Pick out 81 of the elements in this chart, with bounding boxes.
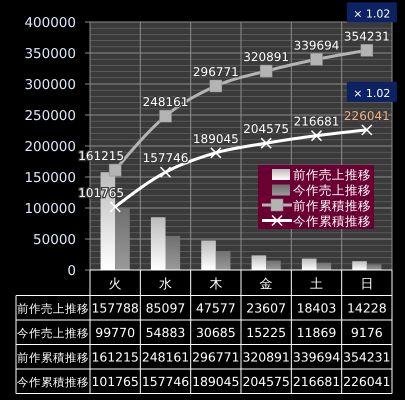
legend-label: 今作累積推移 (293, 214, 371, 228)
data-label: 157746 (142, 374, 190, 389)
y-tick-label: 150000 (24, 170, 76, 186)
bar (252, 255, 266, 270)
point (361, 124, 373, 136)
x-tick-label: 日 (360, 277, 374, 292)
data-label: 85097 (146, 300, 186, 316)
text: 今作累積推移 (17, 375, 89, 389)
x-tick-label: 木 (209, 277, 222, 292)
bar (115, 208, 130, 270)
bar (266, 260, 281, 270)
text: 216681 (294, 114, 340, 129)
text: 354231 (344, 29, 390, 44)
data-label: 9176 (350, 325, 383, 340)
data-label: 99770 (95, 325, 136, 340)
data-label: 30685 (196, 325, 236, 340)
data-label: 296771 (192, 350, 240, 364)
point (310, 130, 322, 142)
y-tick-label: 250000 (24, 108, 76, 124)
data-label: 320891 (242, 350, 290, 364)
legend-label: 前作売上推移 (293, 167, 371, 182)
data-label: 15225 (246, 325, 286, 340)
y-tick-label: 200000 (24, 139, 76, 155)
text: × 1.02 (353, 7, 390, 20)
point (210, 80, 222, 92)
x-tick-label: 水 (159, 277, 172, 292)
bar (216, 250, 230, 270)
point (210, 147, 222, 159)
text: 前作売上推移 (17, 302, 89, 316)
text: 339694 (294, 38, 340, 52)
text: 226041 (344, 108, 390, 123)
y-tick-label: 400000 (24, 15, 76, 31)
y-tick-label: 100000 (24, 201, 76, 217)
data-label: 226041 (343, 374, 390, 389)
text: 204575 (243, 122, 290, 136)
point (108, 164, 122, 176)
bar (302, 258, 316, 270)
legend-label: 前作累積推移 (293, 198, 371, 213)
point (310, 53, 323, 66)
legend-label: 今作売上推移 (293, 182, 371, 198)
text: 189045 (192, 132, 239, 146)
y-tick-label: 300000 (24, 77, 76, 93)
text: 前作累積推移 (17, 350, 89, 364)
y-tick-label: 0 (67, 263, 76, 279)
bar (316, 262, 332, 270)
x-tick-label: 金 (260, 277, 273, 292)
bar (166, 236, 180, 270)
data-label: 354231 (343, 350, 390, 364)
y-tick-label: 350000 (24, 46, 76, 62)
data-label: 157788 (92, 300, 139, 316)
data-label: 54883 (146, 325, 186, 340)
point (109, 201, 121, 213)
x-tick-label: 火 (108, 277, 122, 292)
point (160, 166, 172, 178)
data-label: 11869 (296, 325, 336, 340)
data-label: 248161 (142, 350, 190, 364)
point (260, 137, 272, 149)
data-label: 204575 (242, 374, 290, 389)
data-label: 101765 (92, 374, 139, 389)
bar (352, 261, 367, 270)
point (159, 110, 172, 122)
bar (150, 217, 166, 270)
point (260, 64, 272, 78)
text: 296771 (192, 65, 239, 79)
bar (201, 240, 216, 270)
annotation: × 1.02 (353, 86, 390, 100)
data-label: 18403 (296, 300, 336, 316)
text: 今作売上推移 (17, 326, 89, 340)
data-label: 23607 (246, 300, 286, 316)
y-tick-label: 50000 (33, 232, 76, 248)
data-label: 216681 (292, 374, 340, 389)
point (360, 44, 374, 57)
text: 157746 (142, 151, 188, 166)
data-label: 339694 (292, 350, 340, 364)
x-tick-label: 土 (310, 277, 323, 292)
data-label: 161215 (92, 350, 139, 364)
data-label: 14228 (346, 300, 387, 316)
text: 161215 (78, 149, 124, 164)
data-label: 47577 (196, 300, 236, 316)
text: 320891 (243, 50, 290, 64)
data-label: 189045 (192, 374, 240, 389)
